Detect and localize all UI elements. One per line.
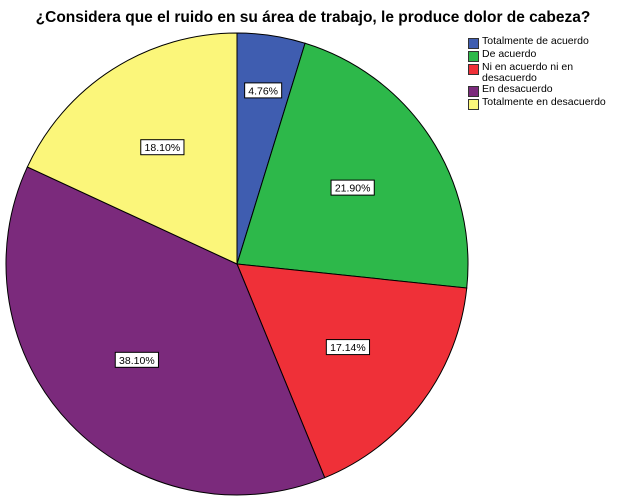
legend-item: Totalmente de acuerdo [468, 36, 624, 49]
legend: Totalmente de acuerdo De acuerdo Ni en a… [468, 36, 624, 110]
slice-value-box [330, 179, 375, 196]
slice-value-text: 17.14% [330, 342, 366, 354]
legend-swatch [468, 51, 479, 62]
slice-value-label: 21.90% [330, 179, 375, 196]
slice-value-text: 4.76% [248, 85, 278, 97]
legend-label: Totalmente de acuerdo [482, 35, 589, 47]
legend-label: En desacuerdo [482, 83, 553, 95]
pie-slice [236, 263, 468, 479]
slice-value-box [325, 339, 371, 356]
legend-label: Ni en acuerdo ni en desacuerdo [482, 61, 574, 84]
legend-label: De acuerdo [482, 48, 537, 60]
legend-item: De acuerdo [468, 49, 624, 62]
legend-item: En desacuerdo [468, 84, 624, 97]
legend-swatch [468, 86, 479, 97]
slice-value-label: 18.10% [140, 139, 185, 156]
legend-swatch [468, 99, 479, 110]
slice-value-text: 38.10% [119, 355, 155, 367]
slice-value-label: 17.14% [325, 339, 371, 356]
legend-label: Totalmente en desacuerdo [482, 96, 606, 108]
slice-value-text: 18.10% [145, 142, 181, 154]
legend-swatch [468, 38, 479, 49]
slice-value-box [140, 139, 185, 156]
slice-value-box [114, 351, 159, 368]
chart-title: ¿Considera que el ruido en su área de tr… [35, 9, 591, 26]
slice-value-text: 21.90% [335, 183, 371, 195]
legend-swatch [468, 64, 479, 75]
slice-value-label: 38.10% [114, 351, 159, 368]
legend-item: Ni en acuerdo ni en desacuerdo [468, 62, 624, 84]
legend-item: Totalmente en desacuerdo [468, 97, 624, 110]
slice-value-label: 4.76% [244, 82, 283, 99]
pie-slice [5, 166, 326, 496]
pie-slice [236, 42, 469, 289]
slice-value-box [244, 82, 283, 99]
pie-slice [26, 32, 238, 265]
